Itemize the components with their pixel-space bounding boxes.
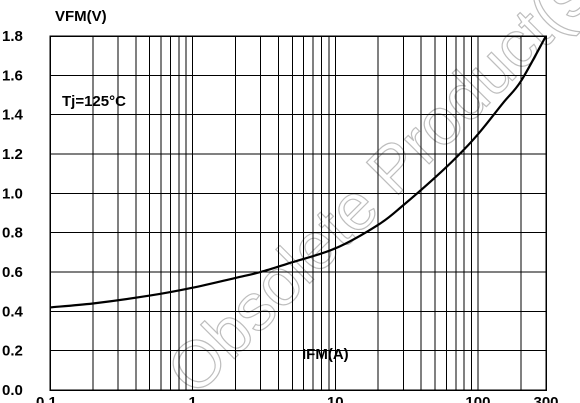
y-tick-label: 0.0	[2, 382, 23, 399]
y-axis-ticks: 0.0 0.2 0.4 0.6 0.8 1.0 1.2 1.4 1.6 1.8	[2, 28, 24, 399]
watermark-text: Obsolete Product(s) -	[153, 0, 580, 403]
y-tick-label: 1.8	[2, 28, 23, 45]
x-tick-label: 100	[465, 394, 490, 403]
y-tick-label: 0.6	[2, 264, 23, 281]
temperature-annotation: Tj=125°C	[62, 93, 126, 110]
x-tick-label: 10	[327, 394, 344, 403]
plot-frame	[49, 35, 547, 391]
y-tick-label: 0.8	[2, 225, 23, 242]
y-tick-label: 1.6	[2, 67, 23, 84]
x-axis-label: IFM(A)	[302, 346, 349, 363]
x-tick-label: 300	[533, 394, 558, 403]
y-tick-label: 0.2	[2, 343, 23, 360]
series-line	[49, 35, 547, 309]
y-tick-label: 1.0	[2, 185, 23, 202]
y-axis-label: VFM(V)	[55, 8, 107, 25]
x-tick-label: 1	[188, 394, 196, 403]
grid	[49, 35, 547, 391]
y-tick-label: 1.2	[2, 146, 23, 163]
y-tick-label: 1.4	[2, 107, 24, 124]
y-tick-label: 0.4	[2, 303, 24, 320]
x-tick-label: 0.1	[36, 394, 57, 403]
x-axis-ticks: 0.1 1 10 100 300	[36, 394, 559, 403]
